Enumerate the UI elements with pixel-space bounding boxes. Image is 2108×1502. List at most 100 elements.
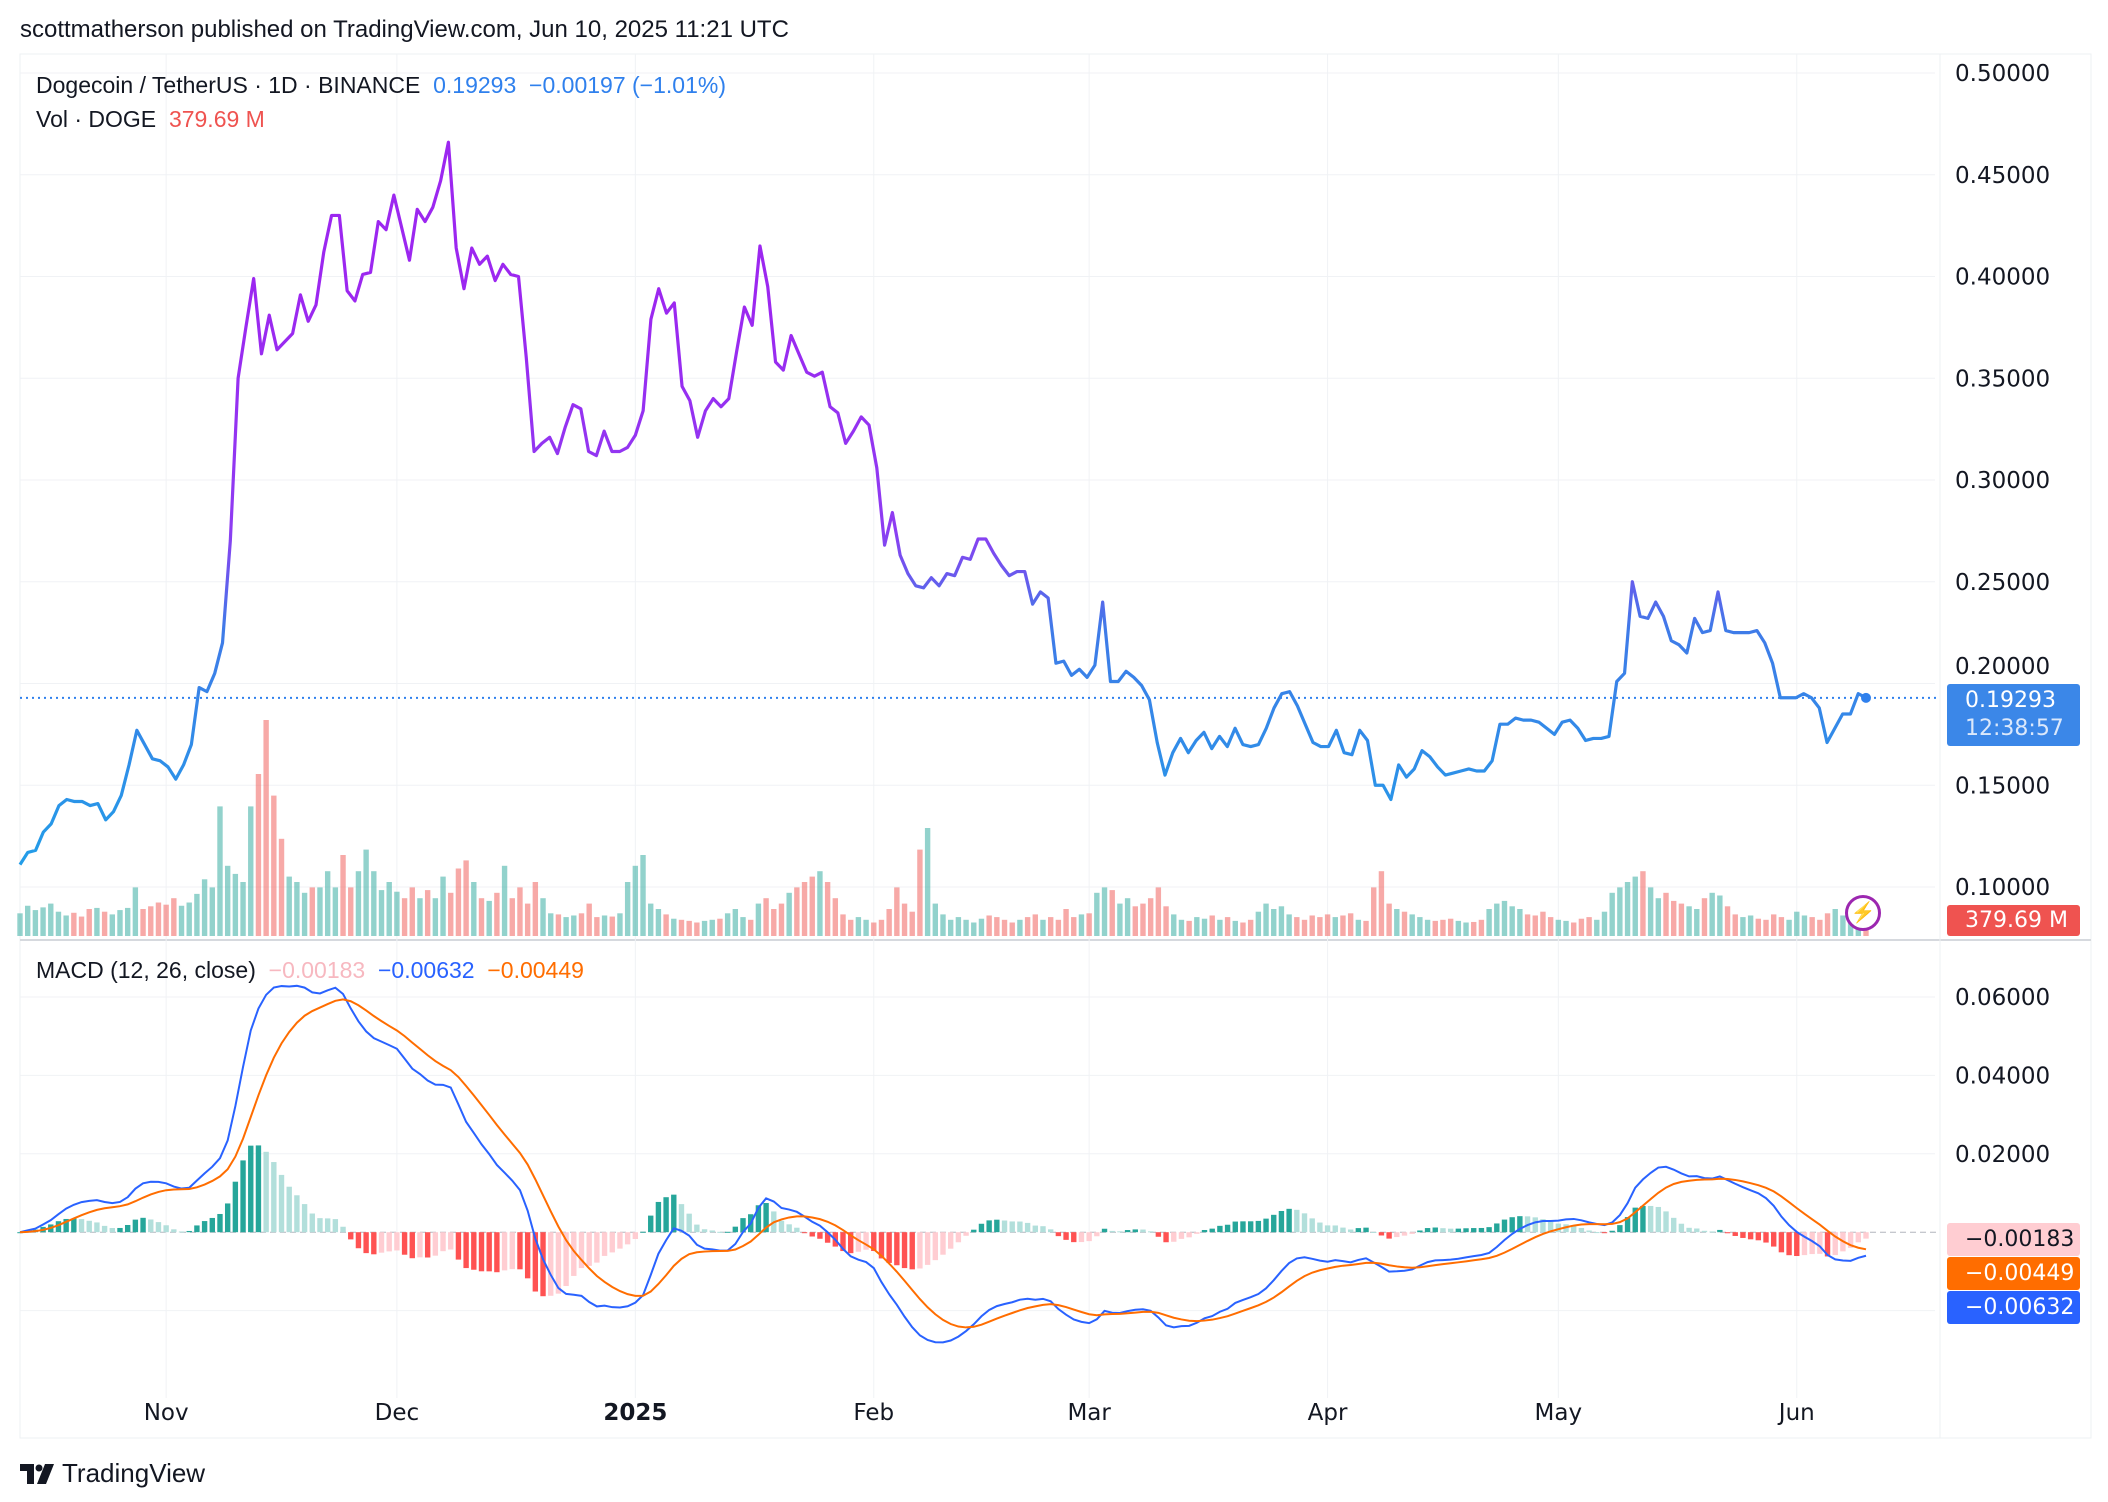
symbol-legend[interactable]: Dogecoin / TetherUS · 1D · BINANCE 0.192… xyxy=(36,72,726,99)
macd-histogram-bar xyxy=(1509,1217,1515,1233)
volume-bar xyxy=(778,903,785,936)
macd-histogram-bar xyxy=(824,1232,831,1243)
volume-bar xyxy=(1017,919,1023,936)
macd-histogram-bar xyxy=(1786,1232,1792,1256)
macd-histogram-bar xyxy=(717,1231,723,1233)
macd-histogram-bar xyxy=(909,1232,915,1270)
macd-histogram-bar xyxy=(124,1224,131,1233)
volume-bar xyxy=(1509,906,1515,936)
tradingview-logo[interactable]: TradingView xyxy=(20,1458,205,1489)
volume-bar xyxy=(1055,919,1062,936)
macd-histogram-bar xyxy=(1078,1232,1085,1243)
macd-label: MACD (12, 26, close) xyxy=(36,957,256,983)
macd-histogram-bar xyxy=(117,1227,123,1233)
macd-histogram-bar xyxy=(555,1232,562,1294)
volume-bar xyxy=(1455,920,1462,936)
volume-bar xyxy=(478,898,485,936)
brand-name: TradingView xyxy=(62,1458,206,1488)
volume-bar xyxy=(640,855,646,936)
macd-histogram-bar xyxy=(1517,1216,1523,1233)
macd-histogram xyxy=(17,1145,1869,1297)
volume-bar xyxy=(709,919,715,936)
macd-histogram-bar xyxy=(1855,1232,1862,1243)
price-line xyxy=(18,140,1867,866)
volume-bar xyxy=(232,873,239,936)
volume-bar xyxy=(909,911,915,936)
macd-histogram-bar xyxy=(1294,1209,1300,1233)
macd-histogram-bar xyxy=(1117,1231,1123,1233)
macd-histogram-bar xyxy=(955,1232,962,1243)
volume-bar xyxy=(1540,911,1546,936)
macd-histogram-bar xyxy=(617,1232,623,1249)
macd-histogram-bar xyxy=(1086,1232,1092,1242)
volume-bar xyxy=(1463,922,1469,936)
volume-bar xyxy=(171,898,177,936)
volume-bar xyxy=(1124,898,1131,936)
volume-bar xyxy=(1586,917,1592,936)
volume-bar xyxy=(1478,919,1485,936)
volume-bar xyxy=(532,882,539,936)
macd-legend[interactable]: MACD (12, 26, close) −0.00183 −0.00632 −… xyxy=(36,957,584,984)
volume-bar xyxy=(786,892,792,936)
lightning-icon[interactable]: ⚡ xyxy=(1845,895,1881,931)
macd-histogram-bar xyxy=(1278,1210,1285,1233)
volume-bar xyxy=(32,910,39,936)
macd-histogram-bar xyxy=(324,1218,331,1233)
volume-bar xyxy=(801,882,808,936)
volume-bar xyxy=(1824,913,1831,936)
volume-bar xyxy=(886,909,892,936)
volume-bar xyxy=(1332,917,1338,936)
time-tick-label: Mar xyxy=(1067,1400,1111,1426)
volume-bar xyxy=(1786,919,1792,936)
macd-histogram-bar xyxy=(1532,1217,1538,1233)
macd-histogram-bar xyxy=(1224,1224,1231,1233)
macd-histogram-bar xyxy=(378,1232,385,1253)
macd-histogram-bar xyxy=(1717,1229,1723,1233)
last-price-dot xyxy=(1861,692,1871,703)
volume-bar xyxy=(586,903,592,936)
volume-bar xyxy=(1640,871,1646,936)
volume-bar xyxy=(209,887,215,936)
macd-histogram-bar xyxy=(1478,1227,1485,1233)
volume-bar xyxy=(1263,903,1269,936)
volume-bar xyxy=(609,916,615,936)
macd-histogram-bar xyxy=(1109,1230,1115,1233)
volume-bar xyxy=(1094,892,1100,936)
volume-legend[interactable]: Vol · DOGE 379.69 M xyxy=(36,106,265,133)
volume-bar xyxy=(1117,903,1123,936)
macd-histogram-bar xyxy=(1771,1232,1777,1247)
volume-bar xyxy=(1171,914,1177,936)
volume-bar xyxy=(286,876,292,936)
volume-bar xyxy=(1794,911,1800,936)
macd-histogram-bar xyxy=(586,1232,592,1266)
macd-histogram-bar xyxy=(1140,1229,1146,1233)
macd-histogram-bar xyxy=(1701,1230,1708,1233)
macd-histogram-bar xyxy=(1317,1222,1323,1233)
volume-bar xyxy=(1301,919,1308,936)
volume-bar xyxy=(624,882,631,936)
volume-bar xyxy=(1286,914,1292,936)
macd-histogram-bar xyxy=(248,1145,254,1233)
volume-bar xyxy=(1317,917,1323,936)
macd-histogram-bar xyxy=(1417,1230,1423,1233)
macd-histogram-bar xyxy=(1001,1220,1008,1233)
volume-bar xyxy=(1678,903,1685,936)
macd-histogram-bar xyxy=(163,1225,169,1233)
volume-bar xyxy=(255,774,262,936)
macd-histogram-bar xyxy=(1624,1217,1631,1233)
volume-bar xyxy=(571,915,577,936)
volume-bar xyxy=(1209,915,1215,936)
volume-bar xyxy=(471,882,477,936)
macd-histogram-bar xyxy=(1824,1232,1831,1257)
volume-bar xyxy=(1801,915,1808,936)
volume-bar xyxy=(601,915,608,936)
macd-histogram-bar xyxy=(1863,1232,1869,1239)
macd-histogram-bar xyxy=(894,1232,900,1266)
macd-histogram-bar xyxy=(817,1232,823,1239)
macd-histogram-bar xyxy=(1194,1232,1200,1234)
volume-bar xyxy=(1532,915,1538,936)
volume-bar xyxy=(463,860,469,936)
macd-histogram-bar xyxy=(109,1228,115,1233)
volume-bar xyxy=(548,913,554,936)
